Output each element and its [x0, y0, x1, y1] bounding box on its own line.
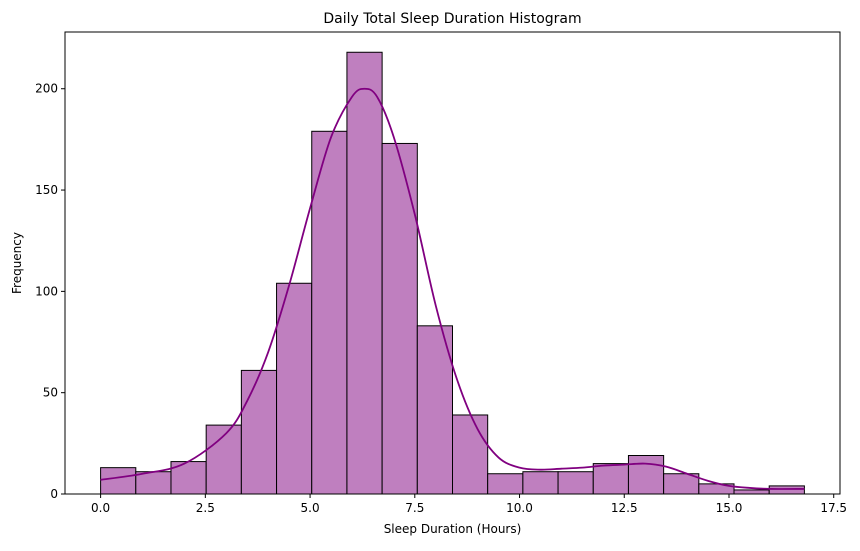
histogram-bar	[311, 130, 348, 495]
histogram-bar	[452, 414, 489, 495]
histogram-bar	[522, 471, 559, 495]
y-axis: 0 50 100 150 200	[35, 82, 65, 501]
x-axis: 0.0 2.5 5.0 7.5 10.0 12.5 15.0 17.5	[91, 494, 847, 515]
chart-title: Daily Total Sleep Duration Histogram	[323, 11, 581, 27]
histogram-bar	[240, 369, 278, 495]
histogram-bar	[135, 471, 172, 495]
y-axis-label: Frequency	[10, 232, 24, 294]
histogram-bar	[100, 467, 137, 495]
histogram-bar	[557, 471, 594, 495]
histogram-bar	[416, 325, 454, 495]
histogram-bar	[346, 51, 383, 495]
histogram-bar	[627, 455, 665, 495]
histogram-bar	[733, 489, 770, 495]
plot-frame	[64, 31, 841, 495]
y-tick-label: 0	[50, 487, 58, 501]
x-tick-label: 7.5	[405, 501, 424, 515]
y-tick-label: 100	[35, 284, 58, 298]
x-tick-label: 0.0	[91, 501, 110, 515]
x-tick-label: 2.5	[196, 501, 215, 515]
histogram-bar	[276, 282, 313, 495]
x-tick-label: 17.5	[820, 501, 847, 515]
y-tick-label: 50	[43, 386, 58, 400]
x-axis-label: Sleep Duration (Hours)	[384, 522, 522, 536]
kde-density-curve	[100, 87, 805, 490]
x-tick-label: 12.5	[611, 501, 638, 515]
histogram-bars	[100, 51, 805, 495]
histogram-bar	[768, 485, 805, 495]
histogram-bar	[592, 463, 629, 495]
y-tick-label: 150	[35, 183, 58, 197]
histogram-bar	[381, 142, 418, 495]
x-tick-label: 15.0	[716, 501, 743, 515]
x-tick-label: 10.0	[506, 501, 533, 515]
x-tick-label: 5.0	[301, 501, 320, 515]
y-tick-label: 200	[35, 82, 58, 96]
histogram-bar	[487, 473, 524, 495]
